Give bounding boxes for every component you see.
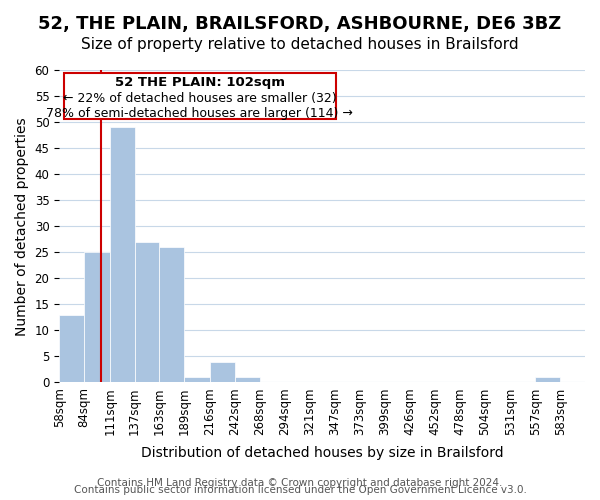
FancyBboxPatch shape (64, 72, 336, 120)
Bar (110, 128, 134, 382)
Y-axis label: Number of detached properties: Number of detached properties (15, 117, 29, 336)
Bar (59, 314, 84, 382)
Text: Size of property relative to detached houses in Brailsford: Size of property relative to detached ho… (81, 38, 519, 52)
Text: Contains public sector information licensed under the Open Government Licence v3: Contains public sector information licen… (74, 485, 526, 495)
Bar (160, 247, 184, 382)
Bar (84, 252, 110, 382)
Bar (235, 377, 260, 382)
Bar (134, 242, 160, 382)
Bar (535, 377, 560, 382)
Text: 78% of semi-detached houses are larger (114) →: 78% of semi-detached houses are larger (… (46, 108, 353, 120)
Text: ← 22% of detached houses are smaller (32): ← 22% of detached houses are smaller (32… (63, 92, 337, 105)
Text: 52 THE PLAIN: 102sqm: 52 THE PLAIN: 102sqm (115, 76, 285, 89)
Text: 52, THE PLAIN, BRAILSFORD, ASHBOURNE, DE6 3BZ: 52, THE PLAIN, BRAILSFORD, ASHBOURNE, DE… (38, 15, 562, 33)
Text: Contains HM Land Registry data © Crown copyright and database right 2024.: Contains HM Land Registry data © Crown c… (97, 478, 503, 488)
X-axis label: Distribution of detached houses by size in Brailsford: Distribution of detached houses by size … (141, 446, 503, 460)
Bar (184, 377, 210, 382)
Bar (210, 362, 235, 382)
